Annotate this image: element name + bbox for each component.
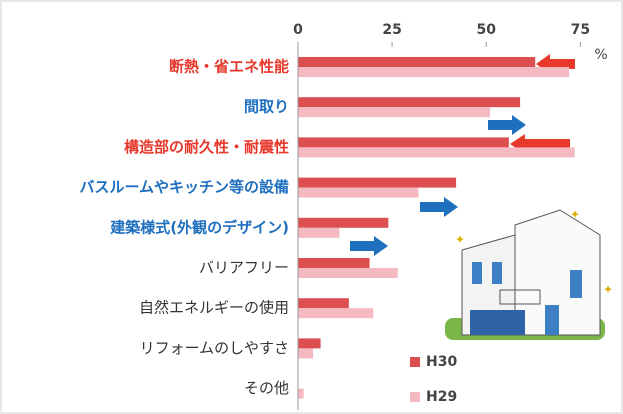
bar (298, 217, 389, 228)
y-tick-label: リフォームのしやすさ (140, 339, 289, 357)
bar (298, 97, 521, 108)
legend-swatch (410, 357, 420, 367)
bar (298, 227, 340, 238)
y-tick-label: 断熱・省エネ性能 (169, 58, 289, 76)
bar (298, 137, 509, 148)
window (492, 262, 502, 284)
x-tick-label: 25 (382, 22, 401, 38)
x-tick-label: 75 (571, 22, 590, 38)
bar (298, 388, 304, 399)
arrow (350, 236, 388, 256)
bar (298, 107, 490, 118)
sparkle: ✦ (455, 233, 465, 247)
legend-label: H30 (426, 354, 457, 370)
bar (298, 268, 398, 278)
bar (298, 298, 349, 309)
bar (298, 177, 457, 188)
garage (470, 310, 525, 335)
x-axis-unit: % (594, 47, 607, 63)
house-illustration: ✦ ✦ ✦ (445, 208, 613, 340)
window (472, 262, 482, 284)
arrow (420, 197, 458, 217)
bar (298, 57, 536, 67)
door (545, 305, 559, 335)
bar (298, 258, 370, 268)
y-tick-label: バリアフリー (199, 259, 289, 277)
bar (298, 147, 575, 158)
sparkle: ✦ (570, 208, 580, 222)
x-tick-label: 0 (293, 22, 303, 38)
legend-label: H29 (426, 389, 457, 405)
arrow (488, 115, 526, 135)
window (570, 270, 582, 298)
bar (298, 67, 570, 77)
y-tick-label: 間取り (244, 98, 289, 116)
bar (298, 187, 419, 198)
y-tick-label: 構造部の耐久性・耐震性 (124, 138, 289, 156)
bar (298, 308, 374, 319)
sparkle: ✦ (603, 283, 613, 297)
balcony (499, 289, 541, 305)
y-tick-label: 建築様式(外観のデザイン) (110, 218, 289, 236)
y-tick-label: バスルームやキッチン等の設備 (79, 178, 289, 196)
x-tick-label: 50 (476, 22, 496, 38)
y-tick-label: 自然エネルギーの使用 (139, 299, 289, 317)
legend-swatch (410, 392, 420, 402)
bar (298, 338, 321, 349)
y-tick-label: その他 (244, 379, 289, 397)
bar (298, 348, 314, 359)
